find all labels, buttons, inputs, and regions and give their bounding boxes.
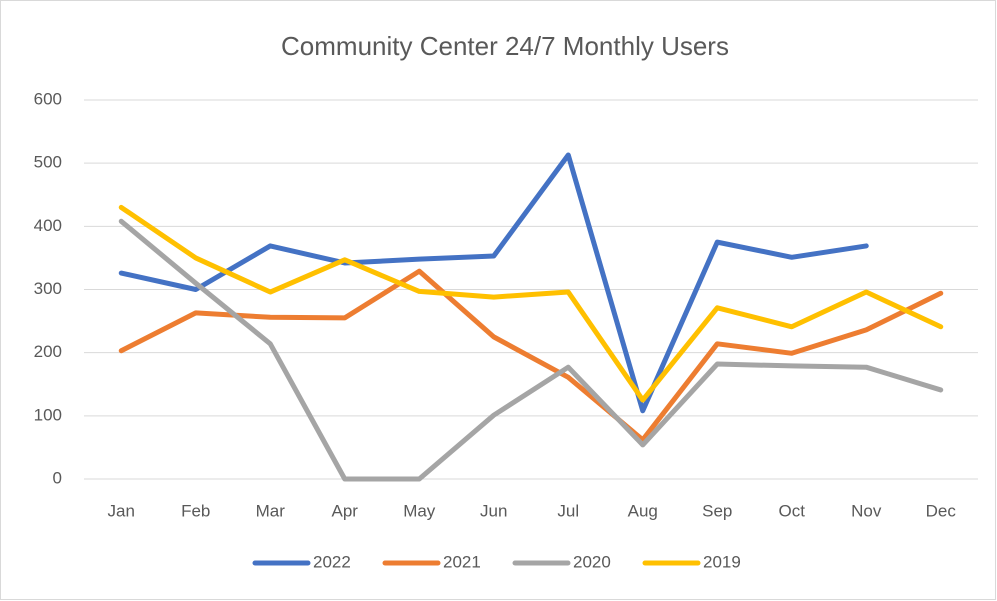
x-tick-label: Nov: [851, 501, 882, 520]
x-tick-label: Jun: [480, 501, 507, 520]
x-tick-label: Feb: [181, 501, 210, 520]
x-tick-label: Mar: [256, 501, 286, 520]
x-tick-label: Jan: [108, 501, 135, 520]
y-tick-label: 0: [53, 468, 62, 487]
x-tick-label: Oct: [779, 501, 806, 520]
legend-label: 2021: [443, 552, 481, 571]
series-line: [118, 268, 944, 443]
series-line: [118, 218, 944, 482]
y-tick-label: 500: [34, 153, 62, 172]
series-line: [118, 152, 869, 414]
x-tick-label: Sep: [702, 501, 732, 520]
y-tick-label: 300: [34, 279, 62, 298]
series-line: [118, 204, 944, 403]
x-tick-label: Aug: [628, 501, 658, 520]
y-tick-label: 100: [34, 405, 62, 424]
legend-label: 2019: [703, 552, 741, 571]
chart-title: Community Center 24/7 Monthly Users: [281, 31, 729, 61]
y-tick-label: 400: [34, 216, 62, 235]
x-tick-label: Dec: [926, 501, 957, 520]
y-tick-label: 600: [34, 89, 62, 108]
y-tick-label: 200: [34, 342, 62, 361]
legend-label: 2020: [573, 552, 611, 571]
x-tick-label: Apr: [332, 501, 359, 520]
x-tick-label: May: [403, 501, 436, 520]
legend-label: 2022: [313, 552, 351, 571]
x-tick-label: Jul: [557, 501, 579, 520]
